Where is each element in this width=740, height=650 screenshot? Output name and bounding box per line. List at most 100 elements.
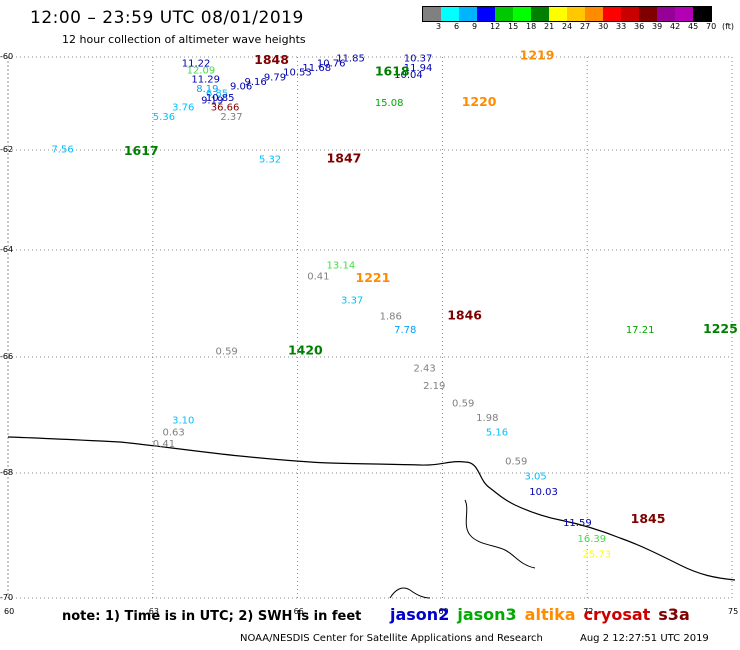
legend-cryosat: cryosat (583, 605, 651, 624)
color-scale-label: 27 (580, 22, 591, 31)
swh-value: 8.19 (196, 84, 218, 95)
swh-value: 25.73 (582, 549, 611, 560)
color-scale-label: 30 (598, 22, 609, 31)
color-scale-label: (ft) (722, 22, 735, 31)
pass-time-label: 1845 (631, 511, 666, 526)
swh-value: 9.06 (230, 82, 252, 93)
swh-value: 11.22 (182, 58, 211, 69)
lon-tick-label: 60 (4, 607, 14, 616)
map-grid (7, 56, 733, 599)
swh-value: 12.09 (187, 65, 216, 76)
lat-tick-label: -62 (0, 145, 13, 154)
lon-tick-label: 69 (438, 607, 448, 616)
swh-value: 3.76 (172, 102, 194, 113)
swh-value: 10.04 (394, 70, 423, 81)
lat-tick-label: -60 (0, 52, 13, 61)
legend-altika: altika (524, 605, 576, 624)
swh-value: 17.21 (626, 325, 655, 336)
color-scale-label: 39 (652, 22, 663, 31)
swh-value: 5.36 (153, 112, 175, 123)
coastline (7, 436, 736, 599)
swh-value: 0.63 (162, 427, 184, 438)
pass-time-label: 1847 (327, 151, 362, 166)
legend-jason2: jason2 (390, 605, 450, 624)
swh-value: 16.39 (578, 534, 607, 545)
lon-tick-label: 66 (294, 607, 304, 616)
swh-value: 5.16 (486, 427, 508, 438)
color-swatch (513, 7, 531, 21)
lat-tick-label: -68 (0, 468, 13, 477)
swh-value: 36.66 (211, 102, 240, 113)
swh-value: 7.78 (394, 325, 416, 336)
swh-value: 7.56 (51, 145, 73, 156)
swh-value: 10.85 (206, 93, 235, 104)
lon-tick-label: 75 (728, 607, 738, 616)
swh-value: 0.41 (153, 439, 175, 450)
pass-time-label: 1617 (124, 143, 159, 158)
swh-value: 10.76 (317, 58, 346, 69)
lat-tick-label: -66 (0, 352, 13, 361)
lat-tick-label: -64 (0, 245, 13, 254)
swh-value: 9.19 (201, 96, 223, 107)
color-swatch (693, 7, 711, 21)
color-scale-label: 42 (670, 22, 681, 31)
page-title: 12:00 – 23:59 UTC 08/01/2019 (30, 8, 304, 28)
wave-height-color-scale (422, 6, 712, 22)
color-swatch (675, 7, 693, 21)
color-scale-label: 45 (688, 22, 699, 31)
footer-timestamp: Aug 2 12:27:51 UTC 2019 (580, 633, 709, 644)
color-swatch (477, 7, 495, 21)
swh-value: 6.85 (206, 89, 228, 100)
swh-value: 5.32 (259, 155, 281, 166)
color-scale-label: 18 (526, 22, 537, 31)
color-swatch (495, 7, 513, 21)
swh-value: 15.08 (375, 98, 404, 109)
color-scale-label: 3 (436, 22, 442, 31)
color-scale-label: 33 (616, 22, 627, 31)
pass-time-label: 1220 (462, 94, 497, 109)
swh-value: 3.37 (341, 296, 363, 307)
lon-tick-label: 72 (583, 607, 593, 616)
color-scale-label: 70 (706, 22, 717, 31)
footer-organization: NOAA/NESDIS Center for Satellite Applica… (240, 633, 543, 644)
color-scale-label: 36 (634, 22, 645, 31)
color-scale-label: 9 (472, 22, 478, 31)
swh-value: 10.53 (283, 68, 312, 79)
swh-value: 10.03 (529, 487, 558, 498)
axis-labels: -60 -62 -64 -66 -68 -70 60 63 66 69 72 75 (0, 52, 738, 616)
color-swatch (639, 7, 657, 21)
swh-value: 2.37 (220, 112, 242, 123)
pass-time-label: 1221 (356, 270, 391, 285)
color-scale-label: 15 (508, 22, 519, 31)
swh-value: 0.59 (216, 346, 238, 357)
pass-time-label: 1219 (520, 47, 555, 62)
swh-value: 11.85 (336, 54, 365, 65)
swh-value: 3.10 (172, 416, 194, 427)
color-swatch (441, 7, 459, 21)
lon-tick-label: 63 (149, 607, 159, 616)
swh-value: 1.86 (380, 312, 402, 323)
color-swatch (459, 7, 477, 21)
footnote: note: 1) Time is in UTC; 2) SWH is in fe… (62, 609, 362, 624)
color-swatch (657, 7, 675, 21)
swh-value: 11.94 (404, 63, 433, 74)
swh-value: 11.68 (302, 63, 331, 74)
swh-value: 13.14 (327, 261, 356, 272)
swh-value: 0.41 (307, 271, 329, 282)
swh-value: 0.59 (505, 456, 527, 467)
swh-value: 10.37 (404, 54, 433, 65)
pass-time-label: 1225 (703, 321, 738, 336)
color-swatch (585, 7, 603, 21)
legend-jason3: jason3 (457, 605, 517, 624)
color-swatch (603, 7, 621, 21)
swh-value: 1.98 (476, 413, 498, 424)
color-scale-label: 6 (454, 22, 460, 31)
page-subtitle: 12 hour collection of altimeter wave hei… (62, 33, 306, 46)
legend-s3a: s3a (658, 605, 690, 624)
color-scale-label: 12 (490, 22, 501, 31)
time-labels: 1848 1618 1617 1847 1219 1220 1221 1846 1420 1225… (124, 47, 738, 526)
swh-value: 11.29 (191, 75, 220, 86)
color-swatch (423, 7, 441, 21)
color-swatch (567, 7, 585, 21)
